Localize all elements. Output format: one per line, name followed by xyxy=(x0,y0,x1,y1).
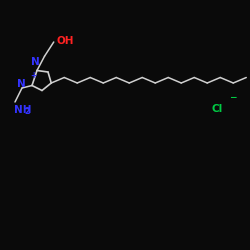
Text: OH: OH xyxy=(57,36,74,46)
Text: NH: NH xyxy=(14,105,31,115)
Text: 2: 2 xyxy=(24,106,30,116)
Text: N: N xyxy=(32,57,40,67)
Text: −: − xyxy=(229,94,236,102)
Text: Cl: Cl xyxy=(211,104,222,114)
Text: N: N xyxy=(17,79,26,89)
Text: +: + xyxy=(30,71,36,80)
